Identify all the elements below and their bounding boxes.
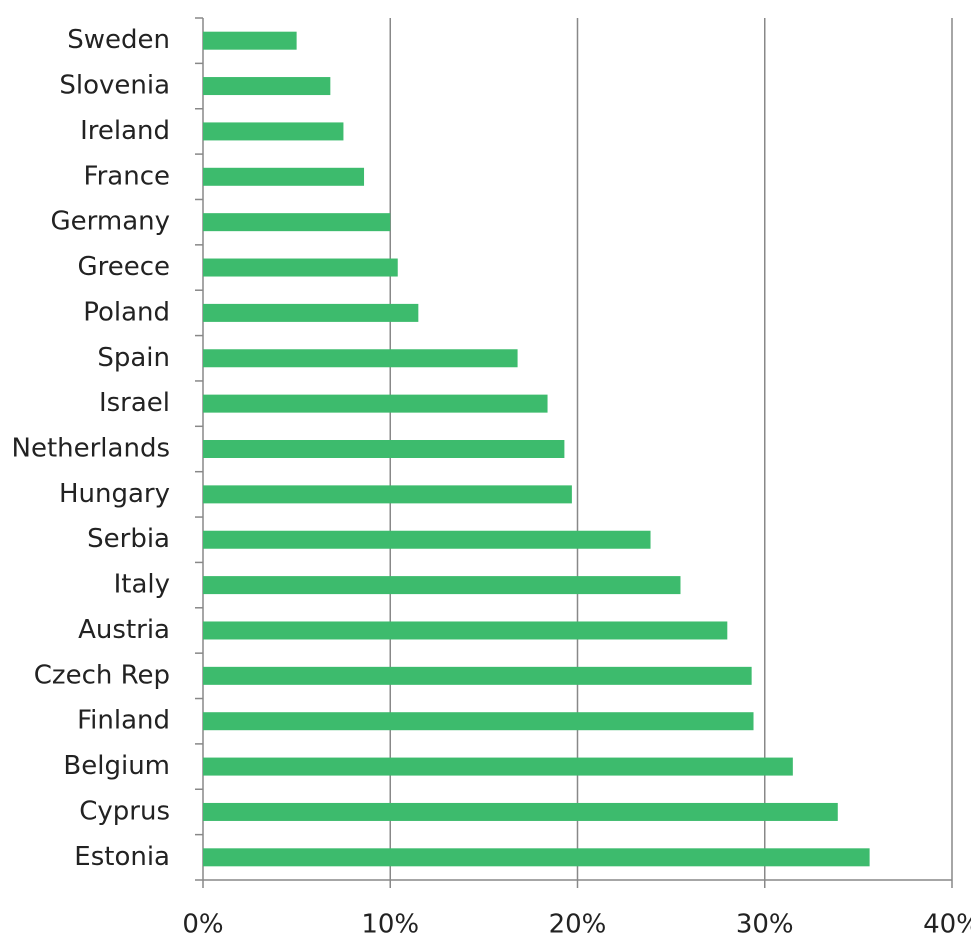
- bar: [203, 530, 651, 549]
- bar: [203, 757, 793, 776]
- bar: [203, 258, 398, 277]
- bar: [203, 666, 752, 685]
- y-tick-label: France: [84, 161, 170, 191]
- y-tick-label: Finland: [77, 706, 170, 736]
- y-tick-label: Spain: [97, 343, 170, 373]
- y-tick-label: Austria: [78, 615, 170, 645]
- y-tick-label: Estonia: [74, 842, 170, 872]
- y-tick-label: Slovenia: [59, 71, 170, 101]
- y-tick-label: Germany: [50, 207, 170, 237]
- y-tick-label: Ireland: [80, 116, 170, 146]
- bar: [203, 440, 565, 458]
- y-tick-label: Hungary: [59, 479, 170, 509]
- bar: [203, 303, 419, 322]
- y-tick-label: Serbia: [87, 524, 170, 554]
- x-tick-label: 20%: [549, 910, 607, 940]
- x-tick-label: 10%: [361, 910, 419, 940]
- bar: [203, 485, 572, 504]
- bar: [203, 167, 365, 186]
- bar: [203, 213, 391, 232]
- y-tick-label: Czech Rep: [34, 660, 170, 690]
- bar: [203, 712, 754, 731]
- y-tick-label: Israel: [99, 388, 170, 418]
- bar: [203, 576, 681, 595]
- bar: [203, 122, 344, 141]
- bar: [203, 848, 870, 867]
- y-tick-label: Cyprus: [79, 796, 170, 826]
- y-tick-label: Netherlands: [12, 434, 171, 464]
- y-tick-label: Greece: [77, 252, 170, 282]
- x-tick-label: 30%: [736, 910, 794, 940]
- y-tick-label: Sweden: [67, 25, 170, 55]
- y-tick-label: Belgium: [63, 751, 170, 781]
- bar: [203, 802, 838, 821]
- bar: [203, 621, 728, 640]
- bar: [203, 77, 331, 96]
- bar: [203, 394, 548, 413]
- x-tick-label: 40%: [923, 910, 971, 940]
- x-tick-label: 0%: [182, 910, 223, 940]
- bar: [203, 349, 518, 368]
- y-tick-label: Italy: [114, 570, 170, 600]
- bar: [203, 31, 297, 50]
- y-tick-label: Poland: [83, 297, 170, 327]
